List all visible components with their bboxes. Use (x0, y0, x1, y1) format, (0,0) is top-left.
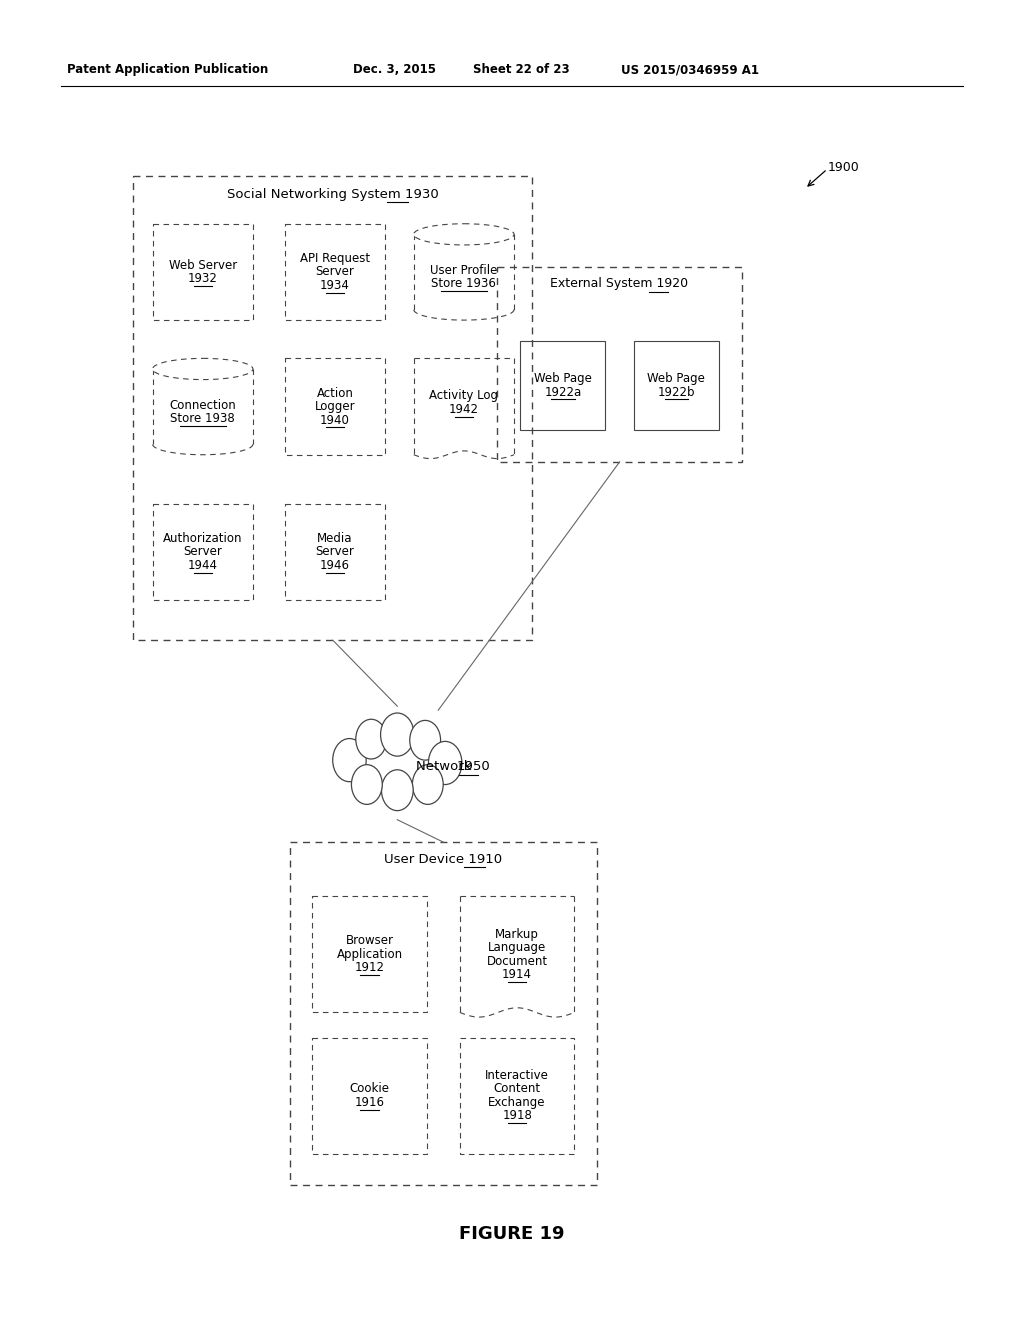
Text: Web Page: Web Page (647, 372, 705, 385)
Text: 1946: 1946 (319, 558, 350, 572)
Bar (497, 267, 742, 462)
Text: User Profile: User Profile (430, 264, 498, 277)
Text: 1922a: 1922a (545, 385, 582, 399)
Circle shape (333, 739, 367, 781)
Bar (460, 1038, 574, 1154)
Bar (133, 176, 532, 640)
Text: Connection: Connection (169, 399, 237, 412)
Text: US 2015/0346959 A1: US 2015/0346959 A1 (621, 63, 759, 77)
Text: Action: Action (316, 387, 353, 400)
Text: Authorization: Authorization (163, 532, 243, 545)
Text: Cookie: Cookie (349, 1082, 390, 1096)
Bar (153, 223, 253, 321)
Text: 1940: 1940 (319, 413, 350, 426)
Text: Browser: Browser (346, 935, 393, 948)
Text: Application: Application (337, 948, 402, 961)
Text: 1916: 1916 (354, 1096, 385, 1109)
Circle shape (382, 770, 413, 810)
Text: Content: Content (494, 1082, 541, 1096)
Text: 1914: 1914 (502, 968, 532, 981)
Circle shape (351, 764, 382, 804)
Text: Network: Network (416, 760, 475, 774)
Text: Patent Application Publication: Patent Application Publication (67, 63, 268, 77)
Text: Store 1938: Store 1938 (170, 412, 236, 425)
Text: 1942: 1942 (449, 403, 479, 416)
Circle shape (428, 742, 462, 784)
Circle shape (410, 721, 440, 760)
Ellipse shape (319, 721, 475, 805)
Text: 1900: 1900 (827, 161, 859, 174)
Text: Logger: Logger (314, 400, 355, 413)
Text: Server: Server (315, 265, 354, 279)
Bar (285, 359, 385, 455)
Text: 1912: 1912 (354, 961, 385, 974)
Bar (634, 341, 719, 430)
Circle shape (381, 713, 414, 756)
Bar (312, 896, 427, 1012)
Bar (312, 1038, 427, 1154)
Text: Store 1936: Store 1936 (431, 277, 497, 290)
Text: External System 1920: External System 1920 (551, 277, 688, 290)
Text: Interactive: Interactive (485, 1069, 549, 1082)
Text: Document: Document (486, 954, 548, 968)
Text: 1934: 1934 (319, 279, 350, 292)
Text: Sheet 22 of 23: Sheet 22 of 23 (473, 63, 569, 77)
Circle shape (355, 719, 387, 759)
Ellipse shape (414, 223, 514, 246)
Text: Social Networking System 1930: Social Networking System 1930 (227, 187, 438, 201)
Text: Activity Log: Activity Log (429, 389, 499, 403)
Bar (285, 223, 385, 321)
Text: Server: Server (183, 545, 222, 558)
Bar (290, 842, 597, 1185)
Text: Dec. 3, 2015: Dec. 3, 2015 (353, 63, 436, 77)
Text: User Device 1910: User Device 1910 (384, 853, 503, 866)
Text: Exchange: Exchange (488, 1096, 546, 1109)
Text: FIGURE 19: FIGURE 19 (459, 1225, 565, 1243)
Text: Language: Language (488, 941, 546, 954)
Text: 1918: 1918 (502, 1109, 532, 1122)
Circle shape (413, 764, 443, 804)
Text: 1950: 1950 (457, 760, 490, 774)
Text: 1922b: 1922b (657, 385, 695, 399)
Text: API Request: API Request (300, 252, 370, 265)
Bar (153, 503, 253, 599)
Ellipse shape (153, 358, 253, 380)
Text: Server: Server (315, 545, 354, 558)
Text: Web Server: Web Server (169, 259, 237, 272)
Text: Web Page: Web Page (535, 372, 592, 385)
Bar (520, 341, 605, 430)
Text: Markup: Markup (496, 928, 539, 941)
Text: Media: Media (317, 532, 352, 545)
Bar (285, 503, 385, 599)
Text: 1944: 1944 (187, 558, 218, 572)
Text: 1932: 1932 (187, 272, 218, 285)
